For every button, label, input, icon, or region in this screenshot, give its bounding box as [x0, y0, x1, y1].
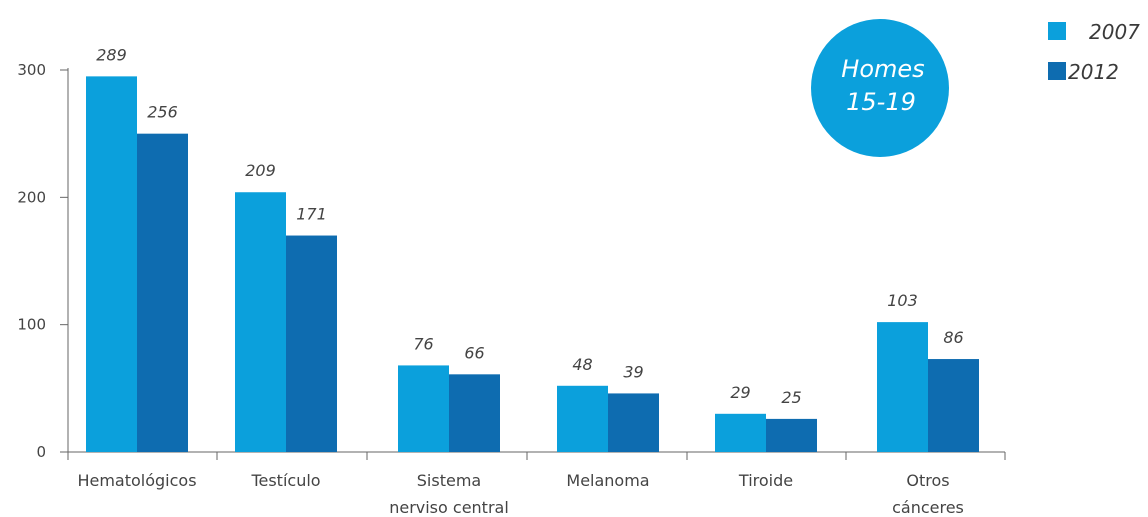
data-label-2007-3: 48	[572, 355, 592, 374]
y-axis: 0 100 200 300	[17, 61, 69, 461]
category-label: Sistema	[417, 471, 481, 490]
bars	[86, 76, 979, 453]
data-label-2012-2: 66	[464, 343, 484, 362]
bar-2007-1	[235, 192, 286, 453]
y-tick-label: 100	[17, 316, 46, 334]
data-label-2007-0: 289	[96, 45, 127, 64]
y-tick-label: 200	[17, 188, 46, 206]
y-tick-label: 300	[17, 61, 46, 79]
bar-2012-3	[608, 393, 659, 452]
category-label: nerviso central	[389, 498, 509, 517]
data-label-2007-2: 76	[413, 334, 433, 353]
category-label: Testículo	[250, 471, 320, 490]
category-label: Otros	[906, 471, 949, 490]
bar-2012-0	[137, 133, 188, 452]
legend-label-2007: 2007	[1089, 20, 1140, 44]
bar-2007-2	[398, 365, 449, 452]
homes-badge: Homes 15-19	[811, 19, 949, 157]
data-label-2012-1: 171	[296, 205, 327, 224]
data-label-2012-3: 39	[623, 362, 643, 381]
category-label: cánceres	[892, 498, 964, 517]
badge-line1: Homes	[841, 55, 924, 83]
bar-2012-2	[449, 374, 500, 452]
y-tick-label: 0	[36, 443, 46, 461]
data-label-2007-5: 103	[887, 291, 918, 310]
bar-2012-5	[928, 359, 979, 452]
badge-circle	[811, 19, 949, 157]
category-label: Tiroide	[738, 471, 793, 490]
legend-swatch-2007	[1048, 22, 1066, 40]
category-label: Hematológicos	[77, 471, 196, 490]
bar-2012-4	[766, 418, 817, 452]
legend: 2007 2012	[1048, 20, 1140, 84]
bar-2007-3	[557, 385, 608, 452]
data-labels: 289 256 209 171 76 66 48 39 29 25 103 86	[96, 45, 963, 407]
badge-line2: 15-19	[846, 88, 916, 116]
data-label-2007-4: 29	[730, 383, 750, 402]
data-label-2012-0: 256	[147, 103, 178, 122]
data-label-2012-4: 25	[781, 388, 801, 407]
data-label-2007-1: 209	[245, 161, 276, 180]
legend-swatch-2012	[1048, 62, 1066, 80]
bar-2012-1	[286, 235, 337, 452]
data-label-2012-5: 86	[943, 328, 963, 347]
bar-2007-4	[715, 413, 766, 452]
category-labels: Hematológicos Testículo Sistema nerviso cen…	[77, 471, 963, 517]
legend-label-2012: 2012	[1068, 60, 1119, 84]
bar-2007-5	[877, 322, 928, 452]
x-axis	[67, 451, 1006, 460]
bar-2007-0	[86, 76, 137, 452]
category-label: Melanoma	[566, 471, 649, 490]
